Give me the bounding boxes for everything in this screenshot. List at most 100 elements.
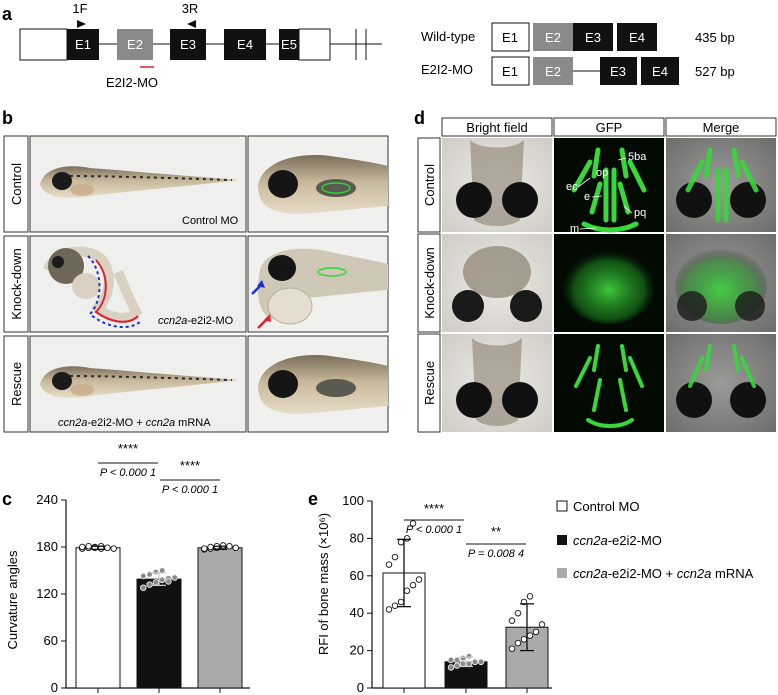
panel-c-label: c bbox=[2, 489, 12, 509]
annotation-op: op bbox=[596, 167, 608, 179]
e-point bbox=[403, 535, 411, 542]
e-point bbox=[391, 553, 399, 561]
e-point bbox=[459, 660, 467, 667]
wt-e3: E3 bbox=[585, 30, 601, 45]
legend-label-control: Control MO bbox=[573, 499, 639, 514]
c-point bbox=[171, 574, 178, 581]
e-point bbox=[526, 632, 534, 639]
chart-e-ylabel: RFI of bone mass (×10⁶) bbox=[316, 513, 331, 655]
annotation-pq: pq bbox=[634, 207, 646, 219]
c-point bbox=[226, 542, 233, 550]
c-bar-1 bbox=[136, 578, 182, 689]
cartilage-gfp-knockdown bbox=[554, 234, 664, 332]
exon-e3-label: E3 bbox=[180, 37, 196, 52]
row-label-control: Control bbox=[9, 163, 24, 205]
cartilage-merge-control bbox=[666, 138, 776, 232]
morpholino-label: E2I2-MO bbox=[106, 75, 158, 90]
d-row-label-knockdown: Knock-down bbox=[422, 247, 437, 319]
caption-rescue-gene2: ccn2a bbox=[146, 417, 175, 429]
e-point bbox=[385, 561, 393, 568]
e-point bbox=[532, 628, 540, 636]
larva-image-rescue: ccn2a-e2i2-MO + ccn2a mRNA bbox=[29, 335, 247, 433]
larva-closeup-rescue bbox=[247, 335, 389, 433]
panel-b-row-labels: Control Knock-down Rescue bbox=[3, 135, 29, 433]
row-label-rescue: Rescue bbox=[9, 362, 24, 406]
e-ytick-label: 100 bbox=[342, 493, 364, 508]
c-point bbox=[104, 544, 111, 552]
panel-d-column-headers: Bright field GFP Merge bbox=[441, 117, 777, 137]
reverse-primer-arrow bbox=[187, 20, 196, 28]
e-point bbox=[453, 656, 461, 664]
c-point bbox=[232, 544, 239, 552]
cartilage-merge-knockdown bbox=[666, 234, 776, 332]
e-ytick-label: 40 bbox=[350, 605, 364, 620]
exon-e1-label: E1 bbox=[75, 37, 91, 52]
exon-e5-label: E5 bbox=[281, 37, 297, 52]
c-ytick-label: 60 bbox=[44, 633, 58, 648]
pvalue-c-2: P < 0.000 1 bbox=[162, 484, 218, 496]
exon-e4-label: E4 bbox=[237, 37, 253, 52]
caption-knockdown-suffix: -e2i2-MO bbox=[187, 315, 233, 327]
caption-knockdown: ccn2a-e2i2-MO bbox=[158, 315, 234, 327]
legend-label-knockdown: ccn2a-e2i2-MO bbox=[573, 533, 662, 548]
e-point bbox=[409, 581, 417, 589]
mo-e4: E4 bbox=[652, 64, 668, 79]
wt-e1: E1 bbox=[502, 30, 518, 45]
wt-e2: E2 bbox=[545, 30, 561, 45]
cartilage-gfp-control: 5ba op ec e pq m bbox=[554, 138, 664, 235]
c-point bbox=[201, 545, 208, 552]
cartilage-merge-rescue bbox=[666, 334, 776, 432]
c-point bbox=[158, 576, 166, 584]
e-point bbox=[403, 587, 411, 595]
legend-swatch-control bbox=[556, 500, 568, 512]
c-ytick-label: 240 bbox=[36, 492, 58, 507]
e-point bbox=[447, 656, 455, 664]
legend-rescue-text: -e2i2-MO + bbox=[608, 566, 677, 581]
primer-1f: 1F bbox=[72, 1, 87, 16]
e-point bbox=[397, 538, 405, 546]
c-bar-2 bbox=[197, 547, 243, 689]
exon-e4 bbox=[224, 29, 266, 60]
e-point bbox=[459, 654, 467, 662]
panel-d-label: d bbox=[414, 108, 425, 128]
cartilage-brightfield-rescue bbox=[442, 334, 552, 432]
e-point bbox=[508, 617, 516, 624]
sig-e-1: **** bbox=[424, 501, 444, 516]
exon-e3 bbox=[170, 29, 206, 60]
c-ytick-label: 120 bbox=[36, 586, 58, 601]
annotation-5ba: 5ba bbox=[628, 151, 647, 163]
exon-e2 bbox=[117, 29, 153, 60]
mo-e3: E3 bbox=[610, 64, 626, 79]
exon-e1 bbox=[67, 29, 99, 60]
e-point bbox=[465, 660, 473, 667]
e-point bbox=[514, 609, 522, 617]
mo-e1: E1 bbox=[502, 64, 518, 79]
cartilage-brightfield-knockdown bbox=[442, 234, 552, 332]
c-bar-0 bbox=[75, 547, 121, 689]
e-point bbox=[520, 636, 528, 643]
caption-rescue-mid: -e2i2-MO + bbox=[87, 417, 145, 429]
chart-c-ylabel: Curvature angles bbox=[5, 550, 20, 649]
c-point bbox=[85, 542, 92, 550]
primer-3r: 3R bbox=[182, 1, 199, 16]
caption-knockdown-gene: ccn2a bbox=[158, 315, 187, 327]
c-point bbox=[110, 545, 117, 552]
d-row-label-rescue: Rescue bbox=[422, 361, 437, 405]
legend-rescue-gene: ccn2a bbox=[573, 566, 608, 581]
e-ytick-label: 0 bbox=[357, 680, 364, 695]
c-point bbox=[140, 584, 147, 591]
e-ytick-label: 20 bbox=[350, 643, 364, 658]
wildtype-size: 435 bp bbox=[695, 30, 735, 45]
c-point bbox=[207, 543, 214, 551]
chart-c-significance: **** P < 0.000 1 **** P < 0.000 1 bbox=[98, 441, 220, 496]
larva-image-control: Control MO bbox=[29, 135, 247, 233]
chart-c: Curvature angles 0 60 120 180 240 **** P < 0… bbox=[5, 441, 250, 695]
sig-c-1: **** bbox=[118, 441, 138, 456]
caption-rescue-gene: ccn2a bbox=[58, 417, 87, 429]
c-ytick-label: 180 bbox=[36, 539, 58, 554]
e-point bbox=[514, 639, 522, 647]
caption-control: Control MO bbox=[182, 215, 239, 227]
e-point bbox=[447, 664, 455, 671]
annotation-m: m bbox=[570, 223, 579, 235]
